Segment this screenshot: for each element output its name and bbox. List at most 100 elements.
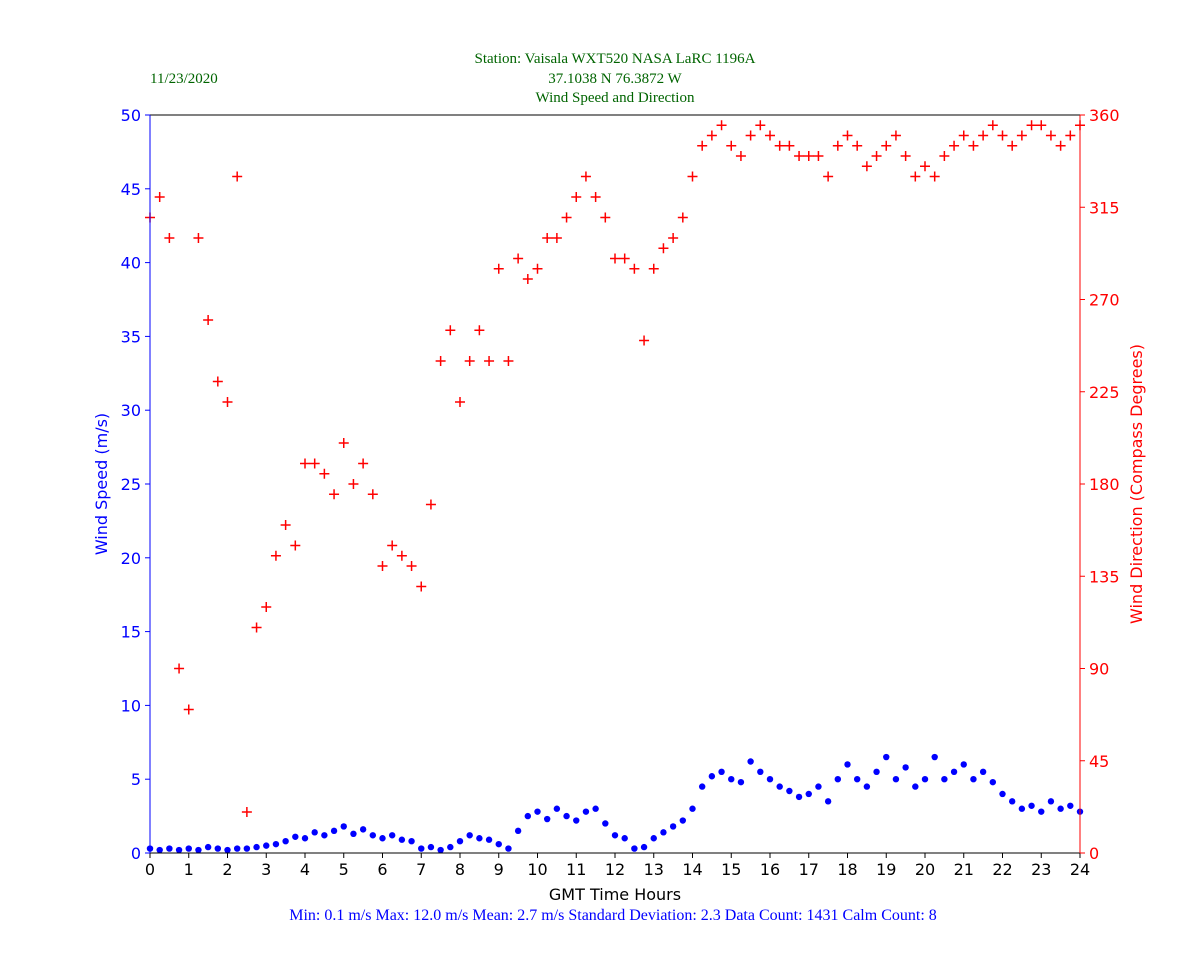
direction-point xyxy=(367,489,378,500)
speed-point xyxy=(582,808,590,815)
speed-point xyxy=(524,812,532,820)
direction-point xyxy=(929,171,940,182)
speed-point xyxy=(921,776,929,783)
direction-point xyxy=(784,140,795,151)
direction-point xyxy=(1036,120,1047,131)
x-tick-label: 24 xyxy=(1070,860,1090,879)
speed-point xyxy=(1018,805,1026,812)
speed-point xyxy=(999,790,1006,798)
direction-point xyxy=(455,397,465,407)
direction-point xyxy=(474,325,485,336)
direction-point xyxy=(765,130,775,141)
y-axis-label: Wind Speed (m/s) xyxy=(92,413,111,555)
speed-point xyxy=(737,778,745,786)
speed-point xyxy=(718,768,725,776)
direction-point xyxy=(503,356,514,366)
speed-point xyxy=(272,840,280,848)
direction-point xyxy=(726,140,737,151)
direction-point xyxy=(338,438,349,448)
speed-point xyxy=(156,846,163,854)
speed-point xyxy=(815,783,822,790)
x-tick-label: 22 xyxy=(992,860,1012,879)
speed-point xyxy=(418,845,425,852)
speed-point xyxy=(243,845,251,852)
speed-point xyxy=(263,842,270,849)
direction-point xyxy=(425,499,436,510)
x-tick-label: 19 xyxy=(876,860,896,879)
direction-point xyxy=(513,253,524,264)
speed-point xyxy=(466,832,473,839)
chart-title: Wind Speed and Direction xyxy=(535,90,695,106)
y-tick-label: 10 xyxy=(121,696,141,715)
speed-point xyxy=(1038,808,1045,815)
direction-point xyxy=(280,520,291,530)
speed-point xyxy=(650,835,657,842)
direction-point xyxy=(716,120,727,131)
direction-point xyxy=(677,212,688,223)
speed-point xyxy=(602,820,609,827)
y2-tick-label: 90 xyxy=(1089,660,1109,679)
direction-point xyxy=(416,581,427,592)
speed-point xyxy=(747,758,754,765)
direction-point xyxy=(648,263,659,274)
speed-point xyxy=(728,776,735,783)
speed-point xyxy=(708,773,716,780)
speed-point xyxy=(514,827,522,835)
direction-point xyxy=(658,243,669,254)
direction-point xyxy=(232,171,243,182)
speed-point xyxy=(447,843,454,851)
x-tick-label: 23 xyxy=(1031,860,1051,879)
y-tick-label: 30 xyxy=(121,401,141,420)
station-title: Station: Vaisala WXT520 NASA LaRC 1196A xyxy=(474,51,756,67)
x-tick-label: 2 xyxy=(222,860,232,879)
speed-point xyxy=(175,846,183,854)
speed-point xyxy=(534,808,541,815)
speed-point xyxy=(834,776,842,783)
x-tick-label: 20 xyxy=(915,860,935,879)
direction-point xyxy=(464,356,475,366)
speed-point xyxy=(495,840,502,848)
speed-point xyxy=(321,832,328,839)
speed-point xyxy=(437,846,444,854)
speed-point xyxy=(427,843,435,851)
direction-point xyxy=(1065,130,1076,141)
date-label: 11/23/2020 xyxy=(150,71,218,87)
speed-point xyxy=(679,817,687,824)
y2-tick-label: 135 xyxy=(1089,567,1120,586)
speed-point xyxy=(621,835,628,842)
direction-point xyxy=(600,212,611,223)
direction-point xyxy=(270,550,281,561)
y2-axis-label: Wind Direction (Compass Degrees) xyxy=(1127,344,1146,624)
direction-point xyxy=(668,233,679,243)
direction-point xyxy=(697,140,708,151)
speed-point xyxy=(950,768,958,776)
speed-point xyxy=(960,761,967,768)
direction-point xyxy=(183,704,194,715)
direction-point xyxy=(735,151,746,161)
direction-point xyxy=(745,130,756,141)
speed-point xyxy=(224,846,231,854)
speed-point xyxy=(350,830,357,838)
direction-point xyxy=(164,233,175,243)
y-tick-label: 40 xyxy=(121,254,141,273)
direction-point xyxy=(222,397,233,407)
speed-point xyxy=(505,845,512,852)
speed-point xyxy=(1047,798,1055,805)
speed-point xyxy=(204,843,212,851)
speed-point xyxy=(456,837,464,845)
x-tick-label: 11 xyxy=(566,860,586,879)
direction-point xyxy=(861,161,872,172)
x-tick-label: 0 xyxy=(145,860,155,879)
speed-point xyxy=(301,835,309,842)
speed-point xyxy=(669,823,677,830)
speed-point xyxy=(311,829,318,836)
speed-point xyxy=(931,753,938,761)
speed-point xyxy=(689,805,696,812)
x-tick-label: 4 xyxy=(300,860,310,879)
direction-point xyxy=(813,151,824,161)
direction-point xyxy=(551,233,562,243)
direction-point xyxy=(619,253,630,264)
y2-tick-label: 225 xyxy=(1089,383,1120,402)
direction-point xyxy=(203,315,214,325)
speed-point xyxy=(776,783,783,790)
